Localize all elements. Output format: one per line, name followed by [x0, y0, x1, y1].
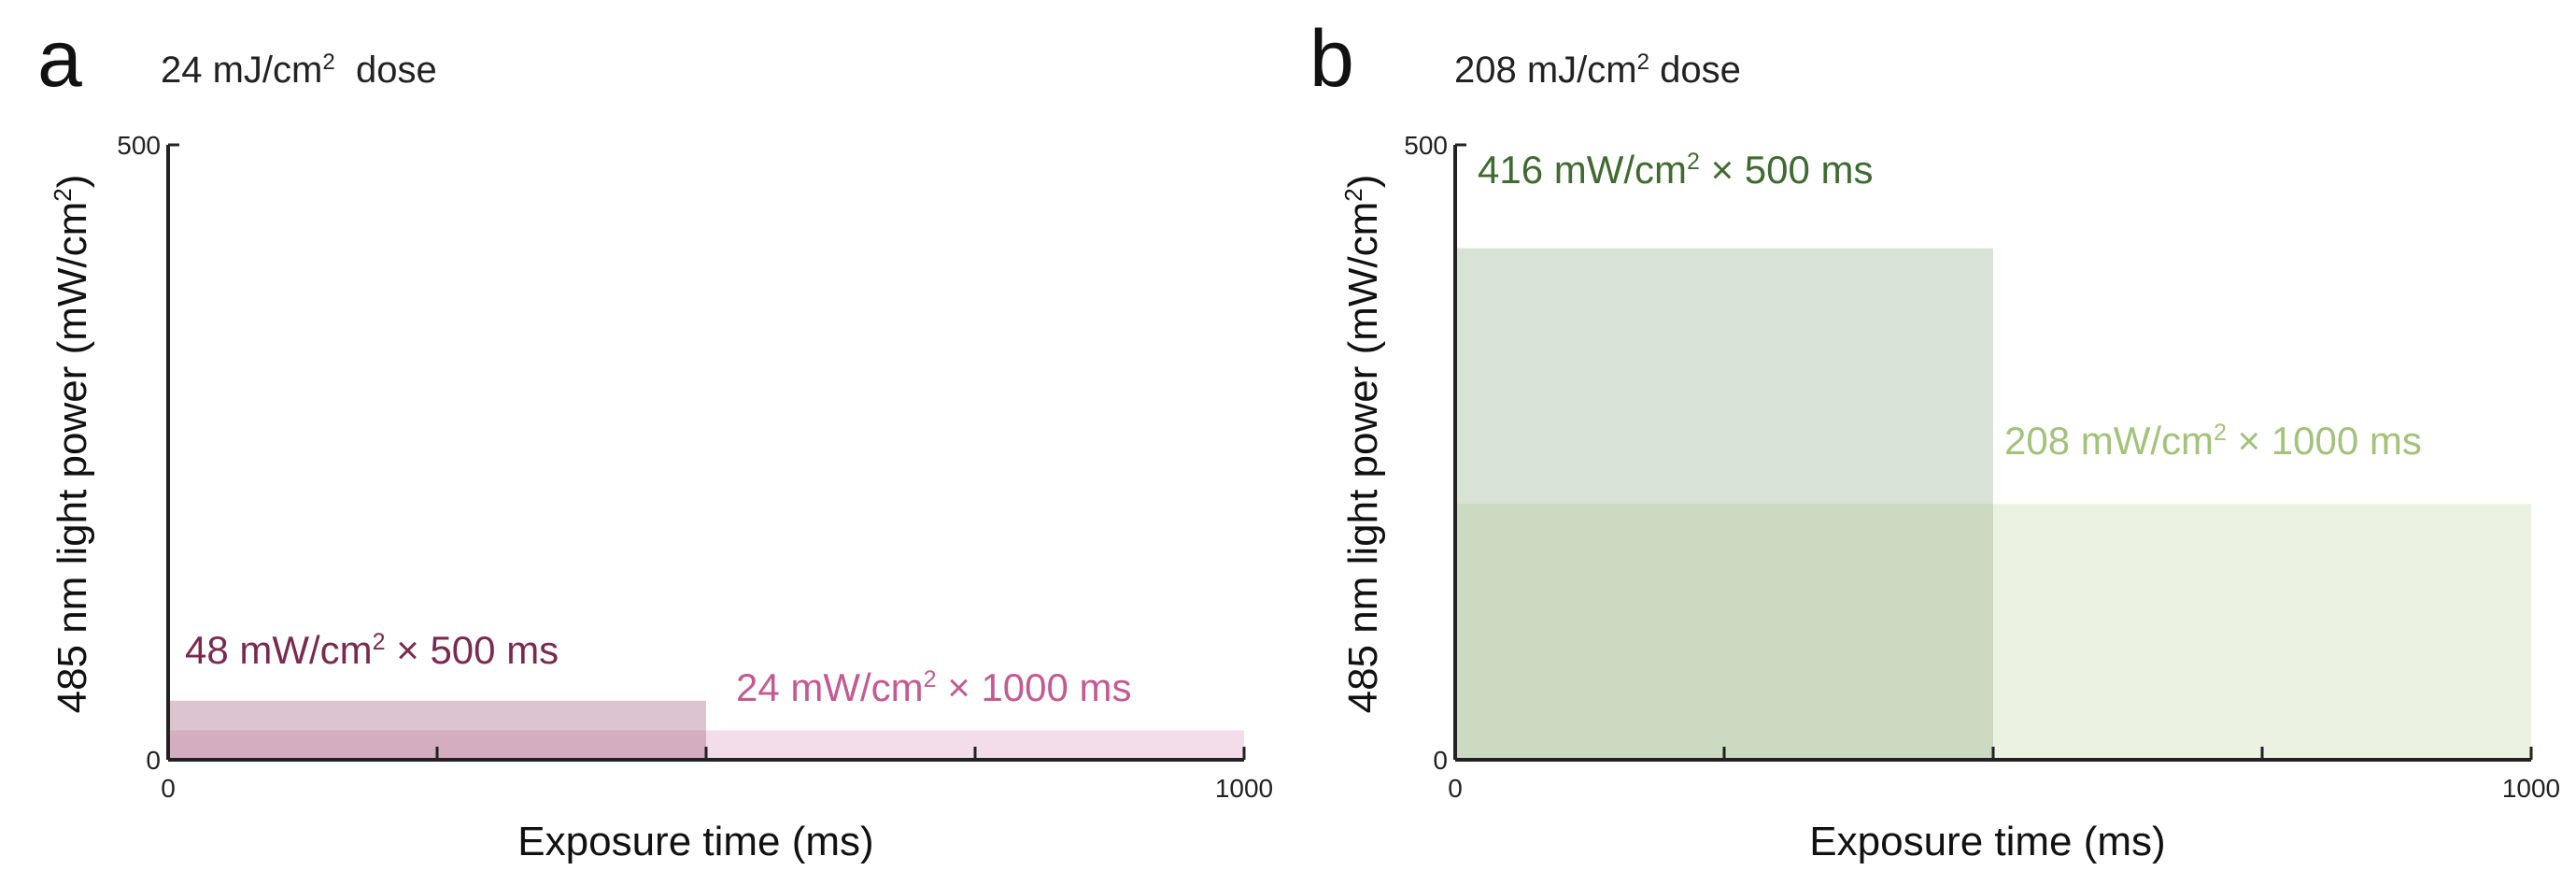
bars-b [1455, 248, 2531, 760]
panel-b-label-series-1-main: 416 mW/cm [1478, 148, 1687, 192]
panel-a-y-tick-label-2: 500 [117, 131, 161, 160]
panel-a-label-series-2-rest: × 1000 ms [937, 665, 1132, 709]
panel-a-x-label: Exposure time (ms) [517, 819, 873, 864]
panel-a-letter: a [37, 14, 82, 104]
panel-b-y-label: 485 nm light power (mW/cm2) [1339, 175, 1386, 714]
panel-a-label-series-1-main: 48 mW/cm [185, 628, 373, 672]
panel-a-label-series-2-sup: 2 [924, 666, 937, 692]
axes-a: 0 1000 0 500 [117, 131, 1273, 803]
panel-b-label-series-2: 208 mW/cm2 × 1000 ms [2004, 419, 2422, 463]
panel-b-title-main: 208 mJ/cm [1454, 50, 1637, 91]
panel-a-y-label: 485 nm light power (mW/cm2) [49, 175, 95, 714]
bars-a [168, 700, 1244, 760]
panel-b-label-series-1: 416 mW/cm2 × 500 ms [1478, 148, 1874, 192]
panel-b-y-tick-label-2: 500 [1404, 131, 1448, 160]
panel-b-letter: b [1309, 14, 1354, 104]
panel-b-y-label-main: 485 nm light power (mW/cm [1340, 202, 1386, 714]
panel-b-bar-series-1 [1455, 248, 1993, 760]
panel-b-label-series-1-sup: 2 [1687, 149, 1700, 175]
panel-b-bar-series-2 [1455, 504, 2531, 760]
panel-b-title: 208 mJ/cm2 dose [1454, 50, 1741, 91]
panel-b-x-label: Exposure time (ms) [1809, 819, 2165, 864]
panel-a-x-tick-label-1: 0 [161, 774, 176, 803]
axes-b: 0 1000 0 500 [1404, 131, 2560, 803]
panel-b-y-label-sup: 2 [1339, 188, 1367, 201]
panel-a-title-rest: dose [335, 50, 437, 91]
panel-a-title: 24 mJ/cm2 dose [161, 50, 437, 91]
panel-b-x-tick-label-2: 1000 [2502, 774, 2560, 803]
panel-b-y-label-tail: ) [1340, 175, 1386, 189]
panel-a-label-series-1-rest: × 500 ms [386, 628, 559, 672]
panel-a-title-sup: 2 [322, 50, 334, 75]
panel-b-label-series-2-sup: 2 [2214, 420, 2227, 446]
panel-a-title-main: 24 mJ/cm [161, 50, 322, 91]
panel-a-x-tick-label-2: 1000 [1215, 774, 1273, 803]
panel-a-label-series-1: 48 mW/cm2 × 500 ms [185, 628, 559, 672]
panel-b-label-series-2-main: 208 mW/cm [2004, 419, 2214, 463]
panel-b-label-series-2-rest: × 1000 ms [2227, 419, 2422, 463]
panel-b-x-tick-label-1: 0 [1448, 774, 1463, 803]
panel-a-label-series-2-main: 24 mW/cm [736, 665, 924, 709]
panel-a-y-tick-label-1: 0 [146, 746, 161, 775]
panel-b-title-sup: 2 [1637, 50, 1649, 75]
panel-a-y-label-sup: 2 [49, 188, 77, 201]
panel-a-label-series-2: 24 mW/cm2 × 1000 ms [736, 665, 1132, 709]
panel-b-label-series-1-rest: × 500 ms [1700, 148, 1874, 192]
panel-b-y-tick-label-1: 0 [1433, 746, 1448, 775]
panel-b-title-rest: dose [1649, 50, 1741, 91]
panel-a-y-label-tail: ) [50, 175, 95, 189]
panel-a-label-series-1-sup: 2 [373, 629, 386, 655]
panel-a-y-label-main: 485 nm light power (mW/cm [50, 202, 95, 714]
